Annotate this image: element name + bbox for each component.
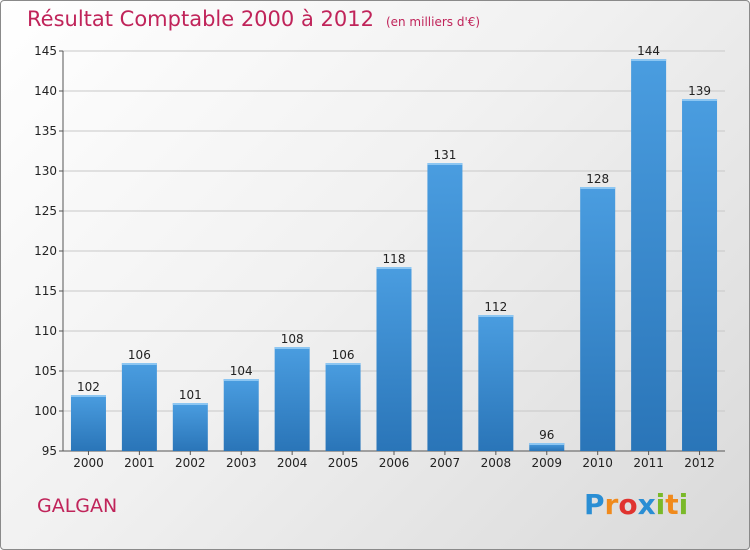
- logo-letter: P: [584, 488, 605, 521]
- commune-name: GALGAN: [37, 495, 118, 517]
- data-label: 101: [179, 388, 202, 402]
- x-tick-label: 2012: [684, 456, 715, 470]
- bar-highlight: [223, 379, 259, 381]
- x-tick-label: 2006: [379, 456, 410, 470]
- data-label: 108: [281, 332, 304, 346]
- data-label: 96: [539, 428, 554, 442]
- bar: [70, 395, 106, 451]
- y-tick-label: 95: [42, 444, 57, 458]
- bar: [682, 99, 718, 451]
- bar-highlight: [274, 347, 310, 349]
- x-tick-label: 2001: [124, 456, 155, 470]
- x-tick-label: 2005: [328, 456, 359, 470]
- y-tick-label: 100: [34, 404, 57, 418]
- x-tick-label: 2011: [633, 456, 664, 470]
- bar-highlight: [682, 99, 718, 101]
- bar-highlight: [529, 443, 565, 445]
- data-label: 112: [484, 300, 507, 314]
- y-tick-label: 115: [34, 284, 57, 298]
- bar-highlight: [478, 315, 514, 317]
- bar: [631, 59, 667, 451]
- y-tick-label: 125: [34, 204, 57, 218]
- logo-letter: r: [604, 488, 619, 521]
- chart-subtitle: (en milliers d'€): [385, 15, 481, 29]
- bar: [529, 443, 565, 451]
- y-tick-label: 110: [34, 324, 57, 338]
- bar-highlight: [325, 363, 361, 365]
- bar-highlight: [376, 267, 412, 269]
- bar: [172, 403, 208, 451]
- data-label: 131: [433, 148, 456, 162]
- bar: [478, 315, 514, 451]
- y-tick-label: 120: [34, 244, 57, 258]
- y-tick-label: 130: [34, 164, 57, 178]
- bar: [223, 379, 259, 451]
- logo-letter: o: [618, 488, 638, 521]
- x-tick-label: 2008: [481, 456, 512, 470]
- data-label: 118: [383, 252, 406, 266]
- logo-letter: i: [678, 488, 689, 521]
- logo-letter: x: [637, 488, 656, 521]
- y-tick-label: 140: [34, 84, 57, 98]
- bar: [274, 347, 310, 451]
- bar: [427, 163, 463, 451]
- x-tick-label: 2004: [277, 456, 308, 470]
- proxiti-logo: Proxiti: [584, 488, 688, 521]
- bar-highlight: [70, 395, 106, 397]
- y-tick-label: 135: [34, 124, 57, 138]
- x-tick-label: 2009: [531, 456, 562, 470]
- data-label: 104: [230, 364, 253, 378]
- x-tick-label: 2000: [73, 456, 104, 470]
- x-tick-label: 2002: [175, 456, 206, 470]
- bar: [580, 187, 616, 451]
- bar: [325, 363, 361, 451]
- x-tick-label: 2010: [582, 456, 613, 470]
- data-label: 106: [332, 348, 355, 362]
- x-tick-label: 2007: [430, 456, 461, 470]
- data-label: 128: [586, 172, 609, 186]
- data-label: 144: [637, 44, 660, 58]
- x-tick-label: 2003: [226, 456, 257, 470]
- bar-highlight: [172, 403, 208, 405]
- bar: [121, 363, 157, 451]
- logo-letter: i: [655, 488, 666, 521]
- y-tick-label: 105: [34, 364, 57, 378]
- data-label: 139: [688, 84, 711, 98]
- y-tick-label: 145: [34, 44, 57, 58]
- chart-title-text: Résultat Comptable 2000 à 2012: [27, 7, 374, 31]
- logo-letter: t: [665, 488, 679, 521]
- bar-highlight: [631, 59, 667, 61]
- bar-highlight: [427, 163, 463, 165]
- bar-highlight: [121, 363, 157, 365]
- chart-title: Résultat Comptable 2000 à 2012 (en millie…: [27, 7, 480, 31]
- bar-highlight: [580, 187, 616, 189]
- data-label: 102: [77, 380, 100, 394]
- data-label: 106: [128, 348, 151, 362]
- bar: [376, 267, 412, 451]
